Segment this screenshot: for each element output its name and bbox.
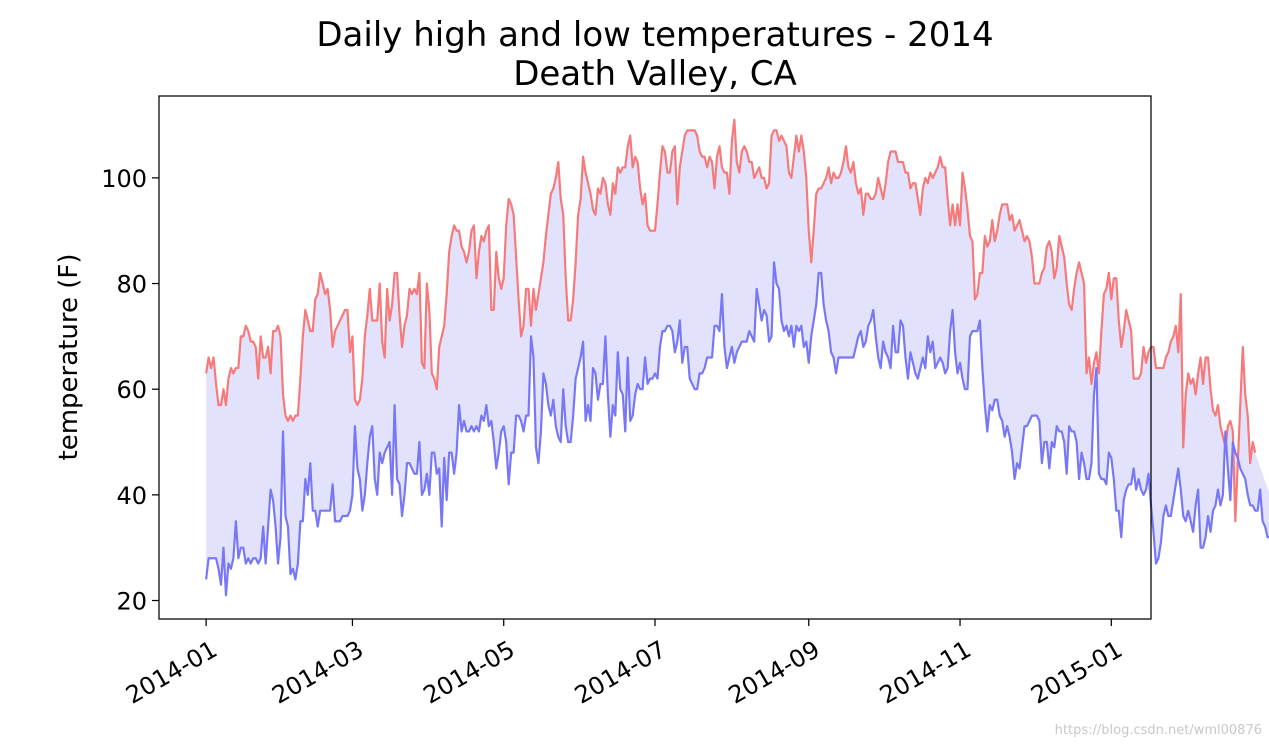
- y-tick-label: 20: [116, 588, 147, 616]
- x-tick-label: 2014-11: [875, 635, 976, 709]
- x-tick-label: 2015-01: [1026, 635, 1127, 709]
- y-tick-label: 100: [101, 165, 147, 193]
- x-tick-label: 2014-07: [570, 635, 671, 709]
- x-tick-label: 2014-03: [267, 635, 368, 709]
- y-tick-label: 40: [116, 482, 147, 510]
- high-low-fill-band: [206, 119, 1269, 596]
- series-line-lows: [205, 261, 1269, 597]
- y-axis: 20 40 60 80 100: [101, 165, 159, 616]
- y-axis-label: temperature (F): [54, 254, 84, 461]
- chart-subtitle: Death Valley, CA: [513, 54, 797, 94]
- plot-area: [158, 95, 1269, 620]
- x-tick-label: 2014-09: [724, 635, 825, 709]
- y-tick-label: 80: [116, 271, 147, 299]
- watermark-text: https://blog.csdn.net/wml00876: [1055, 723, 1262, 738]
- series-line-highs: [205, 118, 1257, 523]
- x-tick-label: 2014-05: [419, 635, 520, 709]
- chart-title: Daily high and low temperatures - 2014: [316, 15, 993, 55]
- x-tick-label: 2014-01: [121, 635, 222, 709]
- y-tick-label: 60: [116, 376, 147, 404]
- x-axis: 2014-01 2014-03 2014-05 2014-07 2014-09 2014-…: [121, 619, 1127, 710]
